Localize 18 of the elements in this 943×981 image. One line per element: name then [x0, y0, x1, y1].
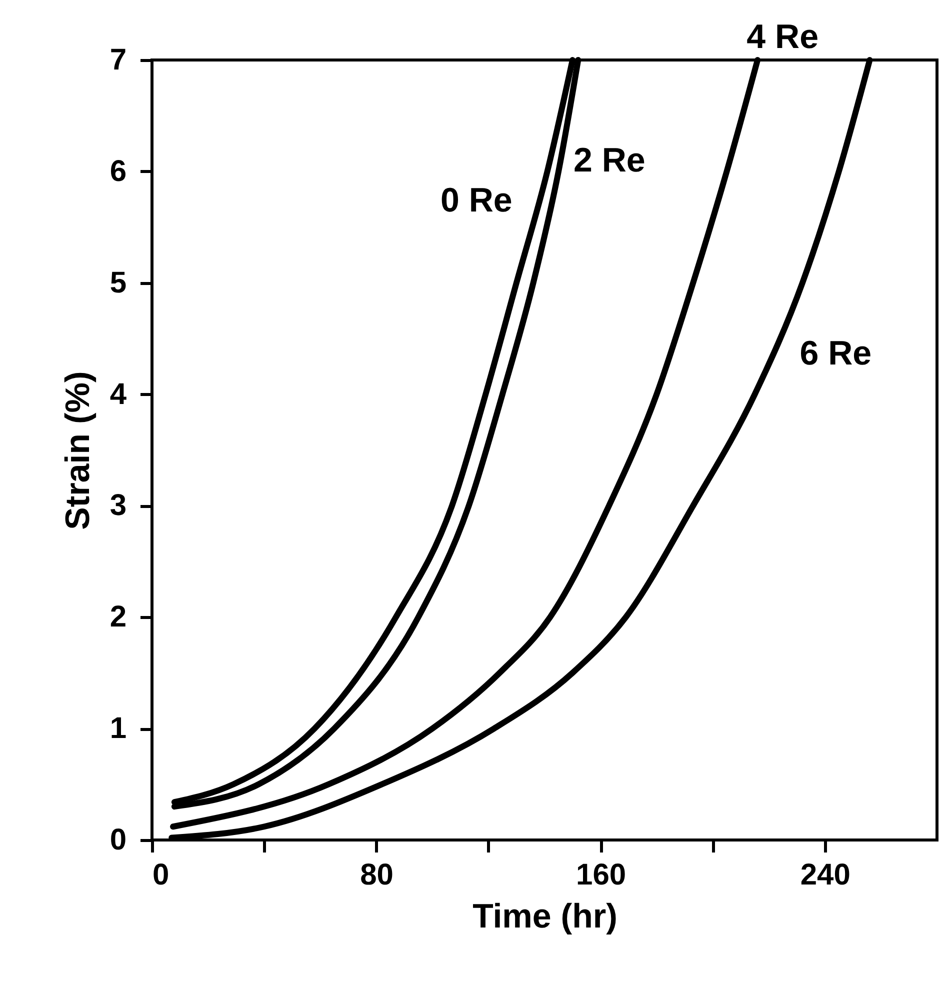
y-tick-label: 3	[110, 489, 126, 522]
x-tick-label: 240	[800, 858, 850, 892]
y-tick-label: 0	[110, 824, 126, 856]
series-label: 4 Re	[746, 18, 818, 56]
y-tick-label: 4	[110, 378, 127, 411]
y-tick-label: 7	[110, 44, 126, 76]
series-label: 2 Re	[574, 141, 646, 180]
y-tick-label: 2	[110, 600, 126, 634]
series-label: 6 Re	[800, 334, 872, 372]
x-tick-label: 0	[152, 858, 170, 892]
series-label: 0 Re	[440, 181, 512, 220]
x-tick-label: 80	[360, 858, 394, 892]
y-axis-title: Strain (%)	[58, 371, 97, 530]
y-tick-label: 1	[110, 712, 126, 746]
x-axis-title: Time (hr)	[472, 898, 618, 936]
y-tick-label: 5	[110, 266, 126, 300]
y-tick-label: 6	[110, 154, 126, 188]
x-tick-label: 160	[576, 858, 626, 892]
